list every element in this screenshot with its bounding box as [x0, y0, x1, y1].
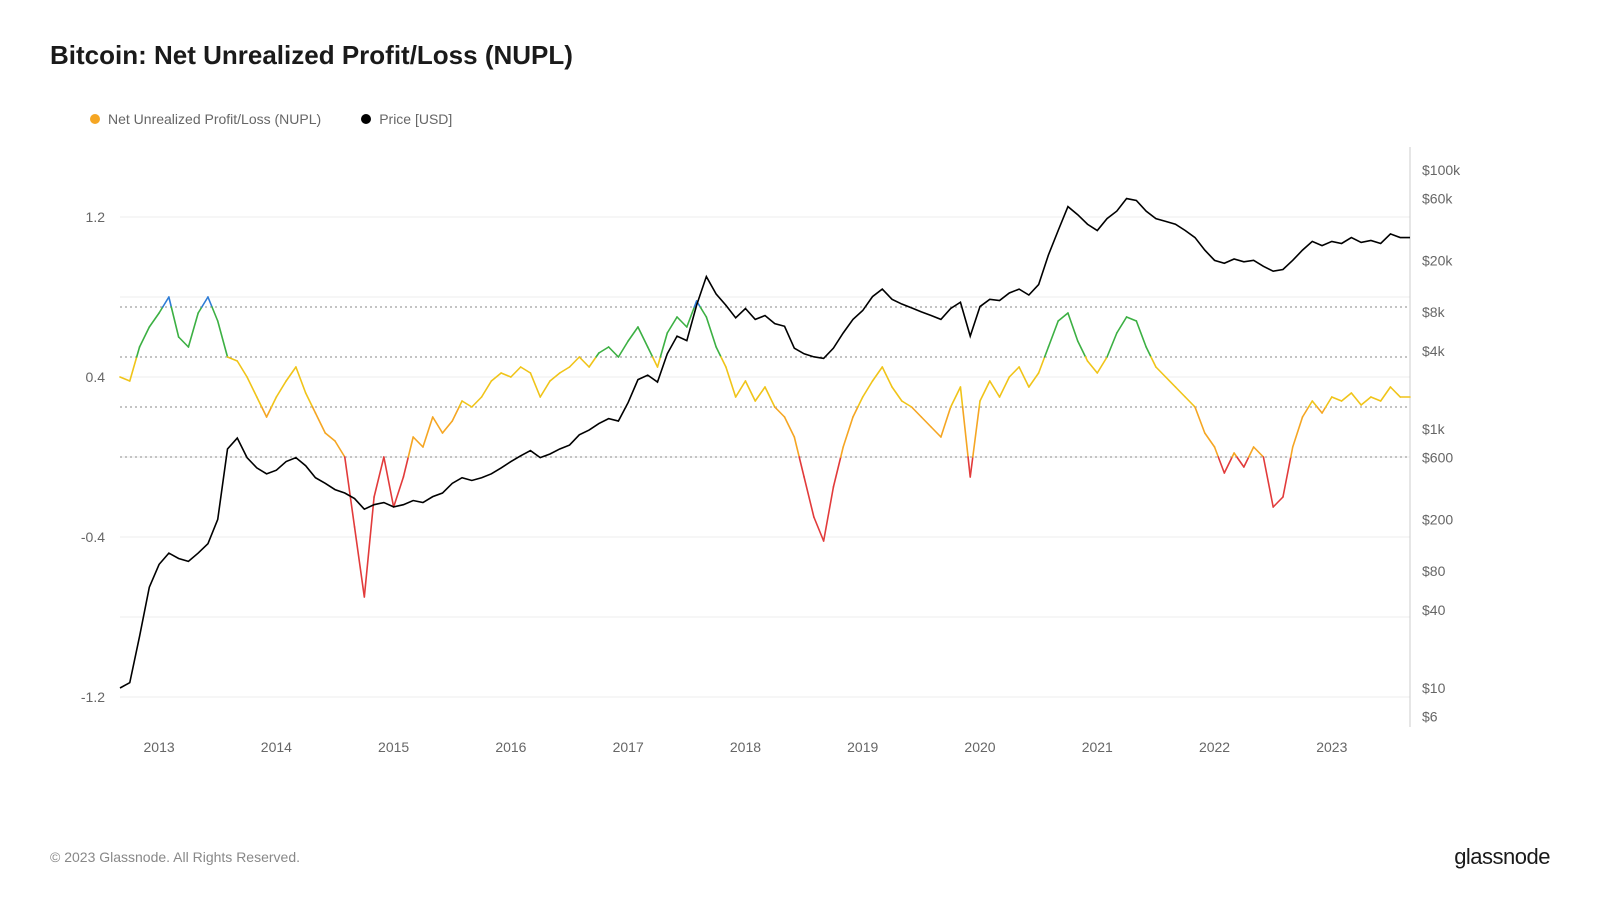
chart-area: -1.2 -0.4 0.4 1.2 $6 $10 $40 $80 $200 $600 $1k $4k $… [50, 137, 1550, 814]
legend-item-price: Price [USD] [361, 111, 452, 127]
svg-text:2020: 2020 [964, 739, 995, 755]
svg-text:$40: $40 [1422, 602, 1446, 618]
legend: Net Unrealized Profit/Loss (NUPL) Price … [90, 111, 1550, 127]
svg-text:2018: 2018 [730, 739, 761, 755]
svg-text:$10: $10 [1422, 680, 1446, 696]
svg-text:$20k: $20k [1422, 252, 1453, 268]
svg-text:$60k: $60k [1422, 191, 1453, 207]
legend-label-nupl: Net Unrealized Profit/Loss (NUPL) [108, 111, 321, 127]
legend-item-nupl: Net Unrealized Profit/Loss (NUPL) [90, 111, 321, 127]
chart-svg: -1.2 -0.4 0.4 1.2 $6 $10 $40 $80 $200 $600 $1k $4k $… [50, 137, 1490, 777]
svg-text:$6: $6 [1422, 709, 1438, 725]
svg-text:$8k: $8k [1422, 304, 1446, 320]
legend-dot-price [361, 114, 371, 124]
svg-text:2021: 2021 [1082, 739, 1113, 755]
svg-text:2019: 2019 [847, 739, 878, 755]
svg-text:$1k: $1k [1422, 421, 1446, 437]
copyright-text: © 2023 Glassnode. All Rights Reserved. [50, 849, 300, 865]
svg-text:2016: 2016 [495, 739, 526, 755]
svg-text:0.4: 0.4 [86, 369, 106, 385]
svg-text:2015: 2015 [378, 739, 409, 755]
legend-label-price: Price [USD] [379, 111, 452, 127]
chart-title: Bitcoin: Net Unrealized Profit/Loss (NUP… [50, 40, 1550, 71]
svg-text:2014: 2014 [261, 739, 292, 755]
svg-text:2022: 2022 [1199, 739, 1230, 755]
svg-text:2017: 2017 [613, 739, 644, 755]
svg-text:$100k: $100k [1422, 162, 1461, 178]
legend-dot-nupl [90, 114, 100, 124]
svg-text:2023: 2023 [1316, 739, 1347, 755]
svg-text:$80: $80 [1422, 563, 1446, 579]
svg-text:1.2: 1.2 [86, 209, 106, 225]
svg-text:-1.2: -1.2 [81, 689, 105, 705]
brand-logo: glassnode [1454, 844, 1550, 870]
svg-text:-0.4: -0.4 [81, 529, 105, 545]
svg-text:$600: $600 [1422, 450, 1453, 466]
svg-text:2013: 2013 [144, 739, 175, 755]
svg-text:$200: $200 [1422, 511, 1453, 527]
svg-text:$4k: $4k [1422, 343, 1446, 359]
